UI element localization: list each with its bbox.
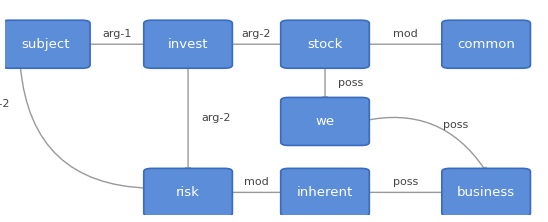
Text: subject: subject xyxy=(21,38,70,51)
FancyBboxPatch shape xyxy=(281,97,369,145)
Text: invest: invest xyxy=(168,38,208,51)
Text: arg-2: arg-2 xyxy=(0,99,9,109)
FancyBboxPatch shape xyxy=(281,20,369,68)
Text: we: we xyxy=(316,115,335,128)
Text: common: common xyxy=(457,38,515,51)
FancyBboxPatch shape xyxy=(2,20,90,68)
Text: arg-1: arg-1 xyxy=(102,29,132,39)
Text: mod: mod xyxy=(393,29,418,39)
Text: business: business xyxy=(457,186,515,199)
Text: poss: poss xyxy=(339,78,364,88)
Text: stock: stock xyxy=(307,38,342,51)
Text: arg-2: arg-2 xyxy=(242,29,271,39)
Text: risk: risk xyxy=(176,186,200,199)
Text: inherent: inherent xyxy=(297,186,353,199)
Text: arg-2: arg-2 xyxy=(202,113,231,123)
Text: poss: poss xyxy=(443,120,469,130)
Text: poss: poss xyxy=(393,177,418,187)
Text: mod: mod xyxy=(244,177,269,187)
FancyBboxPatch shape xyxy=(144,168,232,216)
FancyBboxPatch shape xyxy=(442,168,530,216)
FancyBboxPatch shape xyxy=(144,20,232,68)
FancyBboxPatch shape xyxy=(281,168,369,216)
FancyBboxPatch shape xyxy=(442,20,530,68)
